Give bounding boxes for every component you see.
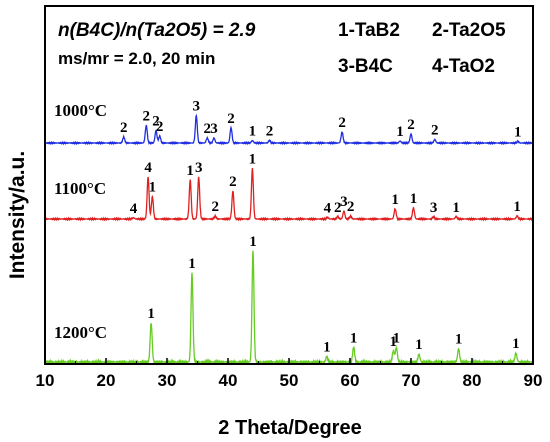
x-tick-label: 50 [280, 371, 299, 390]
legend-entry-tab2: 1-TaB2 [338, 20, 400, 41]
x-tick-label: 30 [158, 371, 177, 390]
x-tick-label: 40 [219, 371, 238, 390]
peak-label: 1 [249, 234, 257, 250]
peak-label: 2 [266, 124, 274, 140]
series-line [44, 167, 534, 222]
legend-entry-tao2: 4-TaO2 [432, 56, 495, 77]
series-line [45, 113, 534, 146]
peak-label: 1 [512, 336, 520, 352]
peak-label: 1 [147, 306, 155, 322]
peak-label: 2 [156, 119, 164, 135]
peak-label: 1 [390, 334, 398, 350]
condition-annotation: ms/mr = 2.0, 20 min [58, 49, 215, 68]
peak-label: 2 [338, 115, 346, 131]
peak-label: 1 [188, 256, 196, 272]
x-tick-label: 70 [402, 371, 421, 390]
peak-label: 1 [149, 180, 157, 196]
ratio-annotation: n(B4C)/n(Ta2O5) = 2.9 [58, 20, 256, 41]
series-label-1200: 1200°C [54, 323, 107, 342]
x-tick-label: 90 [524, 371, 543, 390]
peak-label: 1 [396, 124, 404, 140]
peak-label: 2 [143, 109, 151, 125]
peak-label: 2 [204, 121, 212, 137]
peak-label: 2 [407, 117, 415, 133]
peak-label: 1 [323, 339, 331, 355]
peak-label: 2 [229, 174, 237, 190]
peak-label: 1 [410, 191, 418, 207]
peak-label: 3 [340, 194, 348, 210]
peak-label: 1 [186, 163, 194, 179]
series-label-1100: 1100°C [54, 179, 106, 198]
peak-label: 1 [514, 125, 522, 141]
peak-label: 2 [152, 114, 160, 130]
peak-label: 2 [211, 199, 219, 215]
peak-label: 1 [249, 152, 257, 168]
x-tick-label: 10 [36, 371, 55, 390]
peak-label: 1 [513, 199, 521, 215]
legend-entry-ta2o5: 2-Ta2O5 [432, 20, 506, 41]
x-tick-label: 60 [341, 371, 360, 390]
y-axis-label: Intensity/a.u. [6, 151, 29, 279]
peak-label: 1 [350, 331, 358, 347]
peak-label: 3 [195, 160, 203, 176]
peak-label: 3 [210, 121, 218, 137]
series-label-1000: 1000°C [54, 101, 107, 120]
peak-label: 2 [120, 120, 128, 136]
peak-label: 1 [452, 200, 460, 216]
x-axis-ticks: 10 20 30 40 50 60 70 80 90 [36, 358, 543, 390]
peak-label: 3 [430, 200, 438, 216]
peak-label: 2 [227, 111, 235, 127]
peak-label: 4 [324, 200, 332, 216]
peak-label: 1 [415, 337, 423, 353]
peak-label: 2 [431, 123, 439, 139]
x-axis-label: 2 Theta/Degree [218, 417, 361, 439]
peak-label: 1 [455, 332, 463, 348]
x-tick-label: 80 [463, 371, 482, 390]
peak-label: 2 [334, 200, 342, 216]
peak-label: 1 [391, 192, 399, 208]
legend-entry-b4c: 3-B4C [338, 56, 393, 77]
peak-label: 4 [130, 201, 138, 217]
peak-label: 3 [193, 99, 201, 115]
x-tick-label: 20 [97, 371, 116, 390]
peak-label: 1 [393, 331, 401, 347]
peak-label: 2 [347, 199, 355, 215]
peak-label: 1 [249, 124, 257, 140]
peak-label: 4 [144, 160, 152, 176]
